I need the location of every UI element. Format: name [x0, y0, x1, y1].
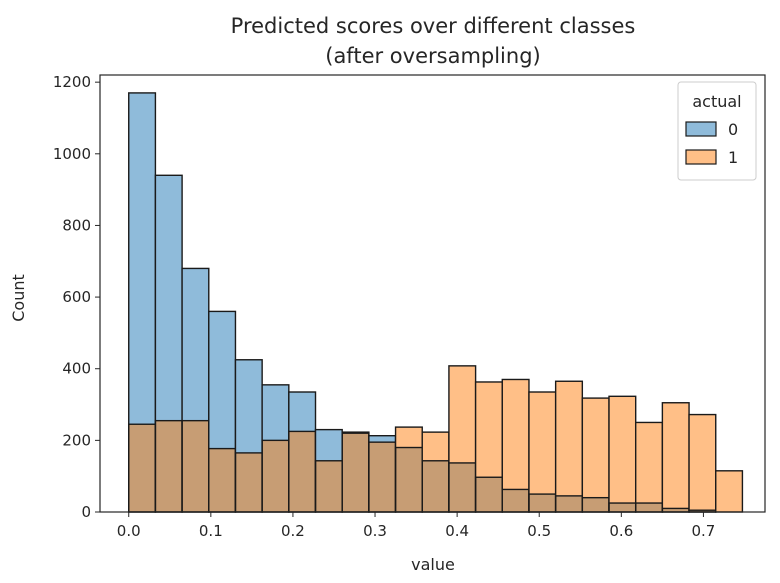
histogram-bar-overlap-segment: [342, 433, 369, 512]
legend-swatch: [685, 149, 717, 165]
histogram-bar-overlap-segment: [609, 503, 636, 512]
y-tick-label: 800: [62, 216, 91, 234]
histogram-bar-overlap-segment: [475, 477, 503, 512]
x-tick-label: 0.3: [363, 522, 387, 540]
bars-layer: [128, 92, 744, 513]
histogram-bar-upper-segment: [689, 414, 716, 511]
x-tick-label: 0.0: [117, 522, 141, 540]
histogram-bar-overlap-segment: [155, 420, 183, 512]
histogram-bar-overlap-segment: [315, 460, 343, 512]
legend-title: actual: [692, 92, 741, 111]
histogram-bar-overlap-segment: [528, 494, 556, 512]
histogram-bar-upper-segment: [635, 422, 663, 504]
legend-entry-label: 0: [728, 120, 738, 139]
histogram-bar-overlap-segment: [208, 448, 236, 512]
histogram-bar-upper-segment: [368, 435, 396, 443]
chart-title: Predicted scores over different classes …: [231, 14, 636, 68]
histogram-bar-overlap-segment: [582, 497, 610, 512]
plot-frame: [99, 74, 766, 513]
histogram-bar-upper-segment: [662, 402, 690, 509]
x-axis: 0.0 0.1 0.2 0.3 0.4 0.5 0.6 0.7: [117, 512, 715, 540]
histogram-bar-overlap-segment: [555, 495, 583, 512]
y-axis-label: Count: [9, 274, 28, 322]
histogram-bar-overlap-segment: [128, 424, 156, 512]
histogram-bar-upper-segment: [715, 470, 743, 512]
histogram-bar-overlap-segment: [422, 460, 449, 512]
histogram-bar-upper-segment: [502, 379, 529, 490]
y-tick-label: 1200: [53, 73, 91, 91]
histogram-bar-upper-segment: [128, 92, 156, 425]
histogram-bar-upper-segment: [609, 396, 636, 504]
histogram-bar-upper-segment: [235, 359, 263, 453]
histogram-bar-overlap-segment: [235, 452, 263, 512]
x-tick-label: 0.7: [691, 522, 715, 540]
histogram-bar-upper-segment: [288, 392, 316, 432]
histogram-bar-upper-segment: [475, 381, 503, 478]
y-tick-label: 1000: [53, 145, 91, 163]
histogram-bar-upper-segment: [155, 175, 183, 421]
histogram-bar-overlap-segment: [448, 462, 476, 512]
histogram-bar-overlap-segment: [395, 447, 423, 512]
histogram-bar-overlap-segment: [368, 442, 396, 512]
legend-entry-label: 1: [728, 148, 738, 167]
x-tick-label: 0.4: [445, 522, 469, 540]
histogram-bar-overlap-segment: [288, 431, 316, 512]
x-tick-label: 0.1: [199, 522, 223, 540]
legend: actual 0 1: [677, 81, 757, 181]
histogram-bar-overlap-segment: [502, 489, 529, 512]
histogram-bar-upper-segment: [528, 392, 556, 495]
chart-title-line-1: Predicted scores over different classes: [231, 14, 636, 38]
histogram-bar-upper-segment: [182, 268, 209, 421]
legend-swatch: [685, 121, 717, 137]
chart-title-line-2: (after oversampling): [325, 44, 540, 68]
x-tick-label: 0.2: [281, 522, 305, 540]
histogram-bar-upper-segment: [422, 432, 449, 461]
histogram-bar-upper-segment: [208, 311, 236, 449]
histogram-bar-upper-segment: [315, 429, 343, 461]
histogram-bar-upper-segment: [448, 365, 476, 463]
y-tick-label: 200: [62, 431, 91, 449]
histogram-bar-upper-segment: [395, 427, 423, 448]
histogram-bar-overlap-segment: [689, 510, 716, 512]
y-tick-label: 0: [81, 503, 91, 521]
histogram-bar-upper-segment: [262, 384, 289, 441]
histogram-bar-overlap-segment: [182, 420, 209, 512]
y-axis: 0 200 400 600 800 1000 1200: [53, 73, 100, 521]
histogram-bar-overlap-segment: [262, 440, 289, 512]
y-tick-label: 400: [62, 360, 91, 378]
histogram-bar-overlap-segment: [662, 508, 690, 512]
y-tick-label: 600: [62, 288, 91, 306]
x-axis-label: value: [411, 555, 455, 574]
x-tick-label: 0.6: [609, 522, 633, 540]
histogram-bar-overlap-segment: [635, 503, 663, 512]
histogram-bar-upper-segment: [555, 381, 583, 496]
x-tick-label: 0.5: [527, 522, 551, 540]
histogram-bar-upper-segment: [582, 398, 610, 498]
